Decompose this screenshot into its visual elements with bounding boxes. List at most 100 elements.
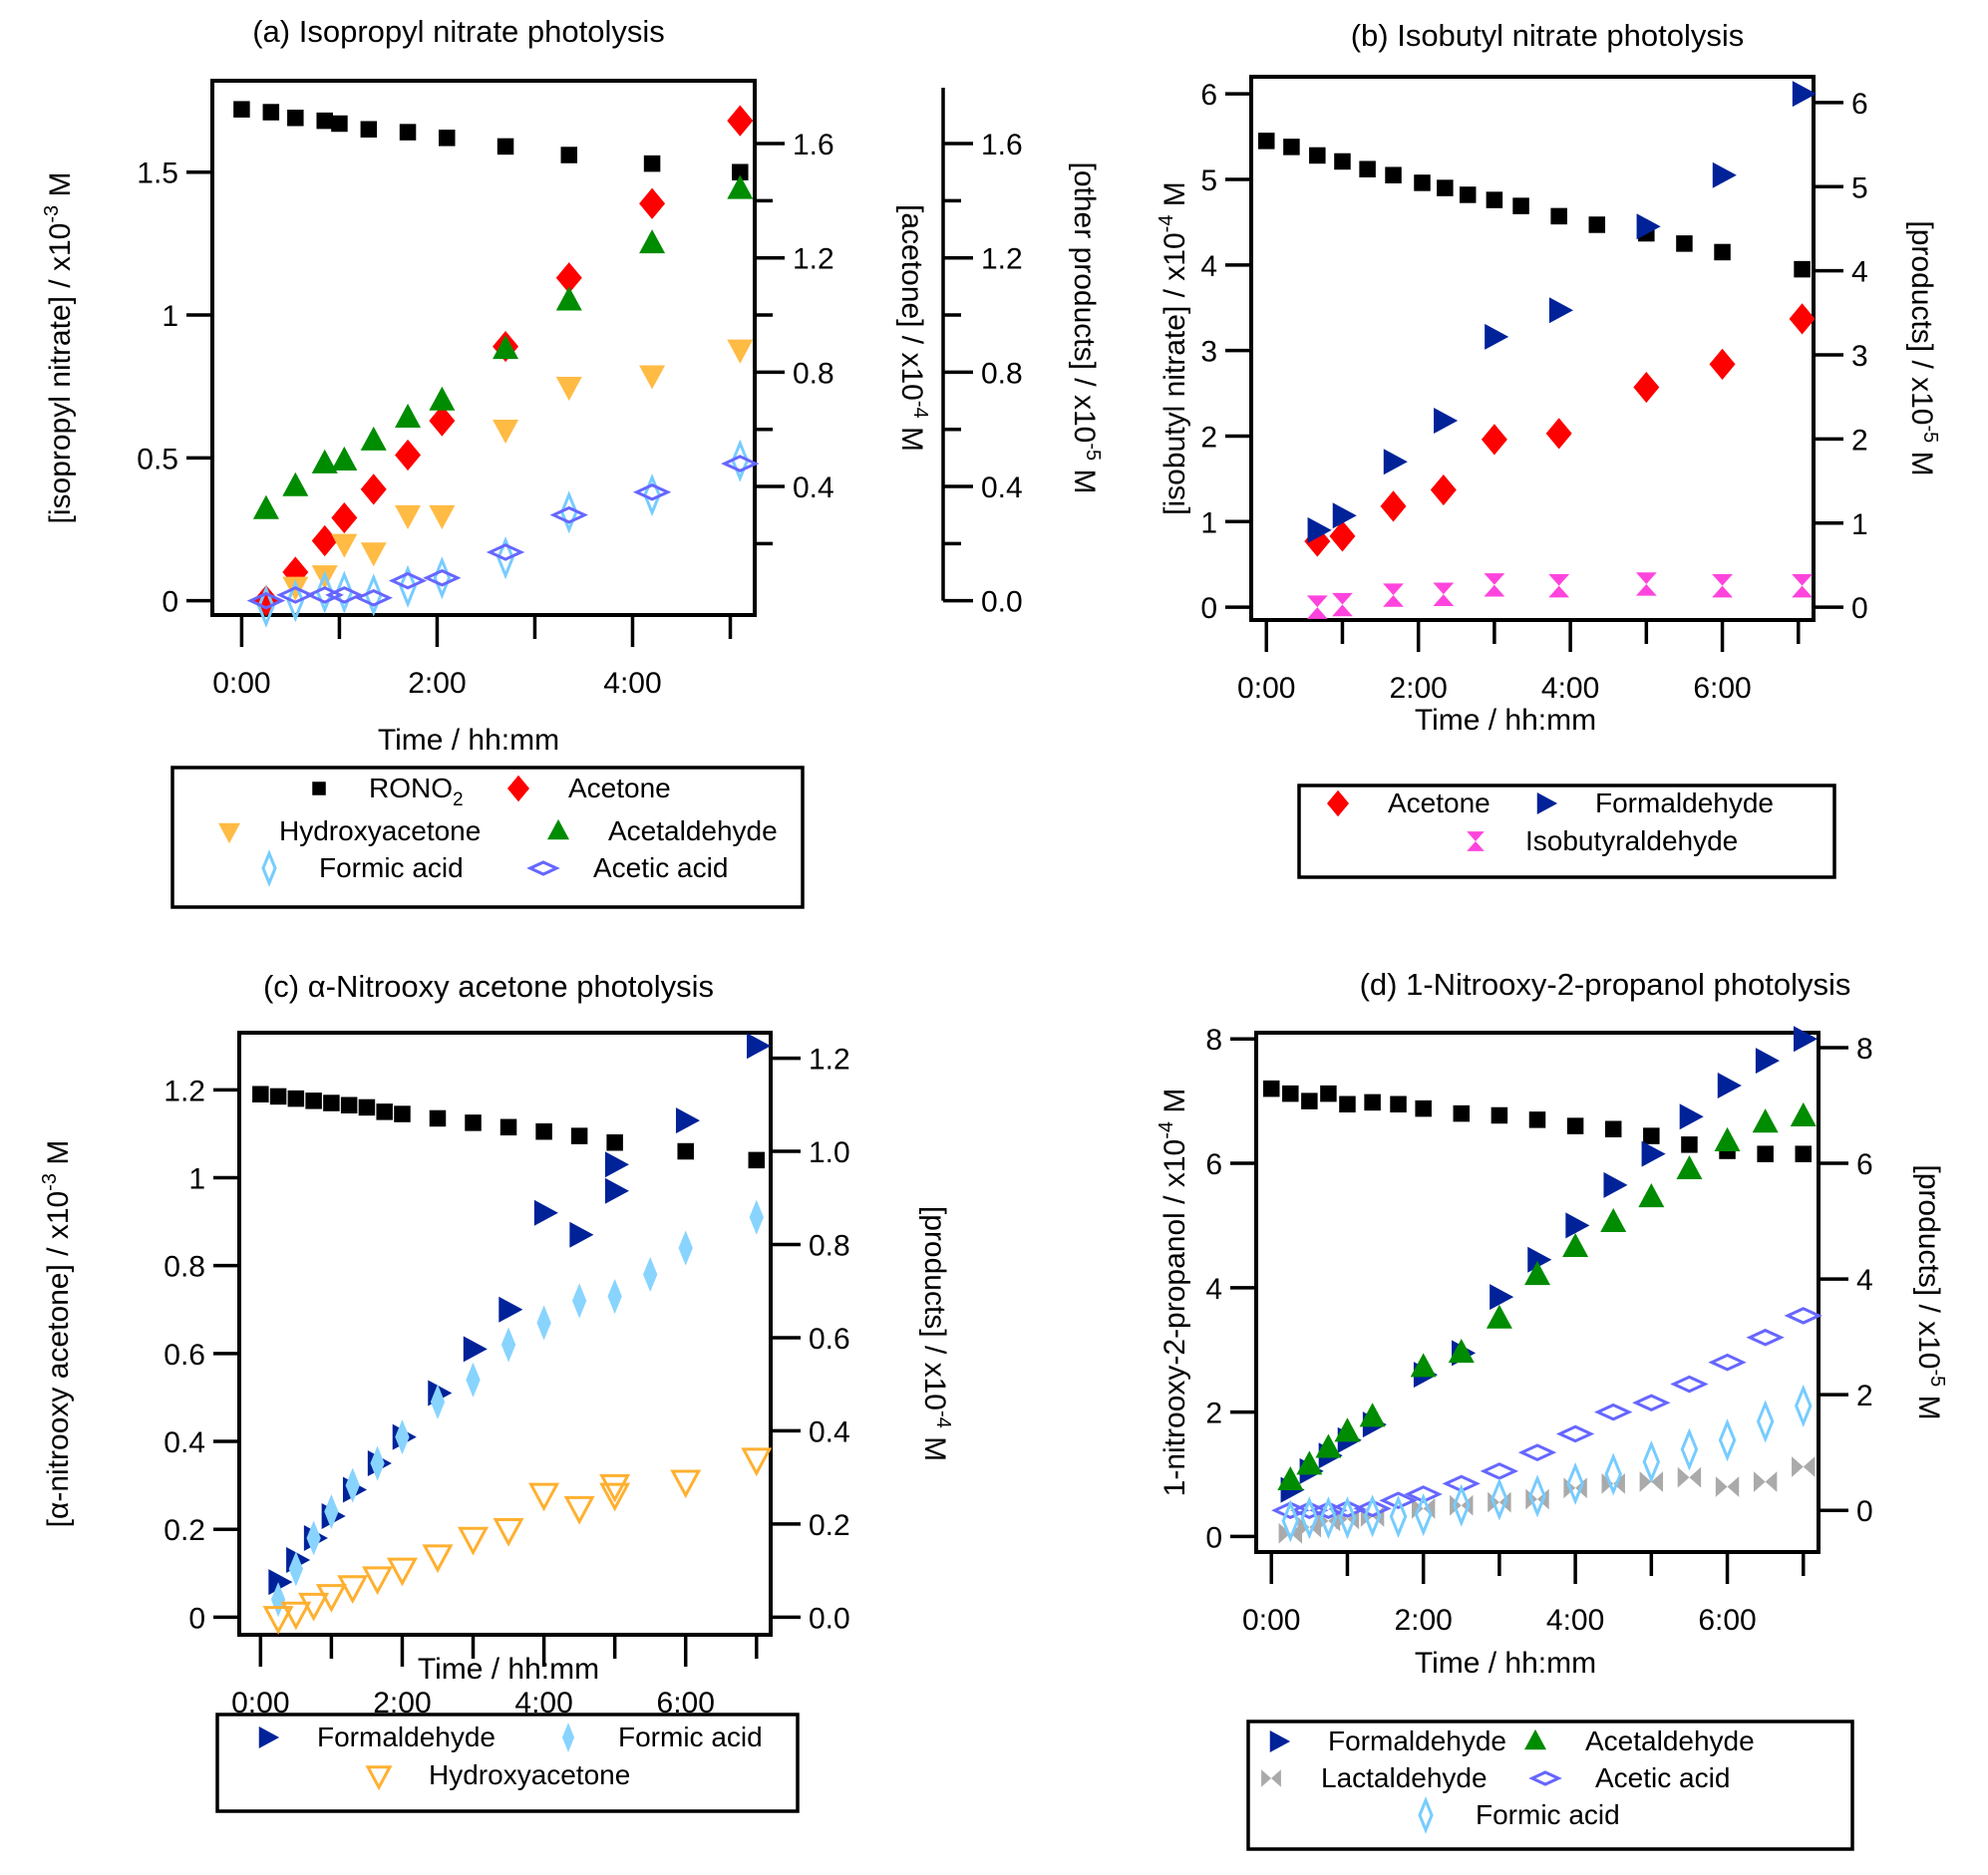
- legend-marker-acetone: [507, 775, 529, 802]
- panel-a-legend-item-rono2: RONO2: [312, 773, 464, 810]
- panel-a-point-rono2: [399, 124, 417, 141]
- panel-d-point-formic-acid: [1281, 1499, 1300, 1543]
- panel-d-point-acetic-acid: [1670, 1375, 1709, 1394]
- panel-b-point-formaldehyde: [1332, 502, 1357, 529]
- panel-b-point-isobutyraldehyde: [1635, 572, 1657, 596]
- legend-label-acetone: Acetone: [568, 773, 671, 803]
- panel-c-legend-item-formic-acid: Formic acid: [561, 1721, 763, 1752]
- panel-d-point-formaldehyde: [1717, 1073, 1742, 1099]
- panel-a-legend-item-acetic-acid: Acetic acid: [526, 852, 728, 883]
- panel-c-right-tick-label: 0.4: [809, 1415, 850, 1448]
- panel-b-y-tick-label: 3: [1200, 336, 1217, 369]
- panel-b-point-rono2: [1459, 186, 1477, 203]
- legend-marker-acetic-acid: [526, 860, 560, 876]
- legend-marker-acetic-acid: [1528, 1770, 1562, 1786]
- panel-a-point-hydroxyacetone: [493, 419, 519, 444]
- panel-a-right-tick-label: 0.8: [793, 357, 834, 390]
- legend-marker-acetaldehyde: [547, 818, 569, 840]
- panel-d-point-acetaldehyde: [1359, 1403, 1386, 1427]
- panel-a-point-formic-acid: [497, 536, 514, 580]
- panel-d-y-tick-label: 4: [1205, 1273, 1222, 1306]
- panel-d-point-rono2: [1415, 1099, 1432, 1117]
- legend-label-formic-acid: Formic acid: [1476, 1799, 1620, 1830]
- panel-a-legend-item-acetaldehyde: Acetaldehyde: [547, 815, 778, 846]
- panel-d-point-acetic-acid: [1784, 1307, 1822, 1325]
- panel-b-y-tick-label: 6: [1200, 79, 1217, 112]
- panel-b-series-formaldehyde: [1307, 81, 1817, 543]
- panel-a-right-ylabel-0-exponent: -4: [909, 401, 931, 419]
- panel-d-point-rono2: [1566, 1117, 1584, 1134]
- panel-c-point-formic-acid: [466, 1362, 481, 1398]
- panel-d-point-acetic-acid: [1353, 1499, 1392, 1518]
- panel-b-point-rono2: [1512, 197, 1529, 214]
- panel-d-point-formic-acid: [1414, 1493, 1433, 1537]
- panel-a-point-acetaldehyde: [311, 449, 338, 473]
- panel-d-right-ylabel-0-unit: M: [1912, 1387, 1945, 1419]
- panel-b-point-acetone: [1789, 303, 1816, 335]
- panel-a-point-hydroxyacetone: [360, 542, 387, 567]
- legend-label-lactaldehyde: Lactaldehyde: [1321, 1762, 1488, 1793]
- panel-c-point-formic-acid: [324, 1494, 339, 1530]
- panel-a-point-rono2: [438, 130, 456, 147]
- panel-c-point-rono2: [748, 1151, 766, 1169]
- panel-d-point-acetic-acid: [1309, 1501, 1348, 1519]
- panel-c-point-rono2: [535, 1122, 552, 1140]
- panel-c-right-ylabel-0-base: [products] / x10: [918, 1206, 951, 1410]
- panel-b-point-formaldehyde: [1636, 213, 1661, 240]
- panel-d-point-acetaldehyde: [1410, 1353, 1437, 1378]
- panel-c-point-rono2: [305, 1093, 322, 1109]
- panel-b-legend-item-isobutyraldehyde: Isobutyraldehyde: [1467, 825, 1738, 856]
- panel-d-point-acetaldehyde: [1448, 1339, 1475, 1364]
- legend-marker-formic-acid: [1418, 1796, 1434, 1834]
- panel-b-point-isobutyraldehyde: [1332, 592, 1353, 617]
- panel-d-point-acetaldehyde: [1562, 1232, 1589, 1258]
- panel-a-point-acetic-acid: [388, 571, 428, 590]
- panel-d-point-formic-acid: [1680, 1427, 1699, 1471]
- panel-c-right-ylabel-0-unit: M: [918, 1428, 951, 1461]
- panel-b-right-tick-label: 2: [1851, 424, 1868, 457]
- panel-a-point-acetic-acid: [721, 455, 760, 472]
- panel-d-right-tick-label: 2: [1856, 1380, 1873, 1412]
- panel-a-right-ylabel-0-base: [acetone] / x10: [895, 204, 928, 401]
- panel-d-point-acetaldehyde: [1524, 1261, 1550, 1286]
- panel-a-point-rono2: [360, 121, 378, 138]
- panel-a-point-acetaldehyde: [429, 386, 456, 411]
- panel-d-point-formaldehyde: [1641, 1140, 1666, 1167]
- panel-a-point-formic-acid: [643, 473, 661, 517]
- panel-d-point-rono2: [1390, 1095, 1407, 1113]
- legend-label-acetaldehyde: Acetaldehyde: [608, 815, 778, 846]
- panel-d-point-rono2: [1320, 1085, 1337, 1102]
- panel-d-point-acetaldehyde: [1600, 1208, 1627, 1233]
- panel-b-plot-frame: [1249, 75, 1816, 622]
- panel-b-right-tick-label: 3: [1851, 340, 1868, 373]
- panel-a-point-formic-acid: [257, 584, 275, 628]
- panel-b-title: (b) Isobutyl nitrate photolysis: [1351, 18, 1745, 53]
- panel-b-y-tick-label: 4: [1200, 250, 1217, 283]
- panel-c-right-ylabel-0-exponent: -4: [932, 1410, 954, 1428]
- panel-b-right-tick-label: 4: [1851, 256, 1868, 289]
- panel-c-legend-box: [215, 1713, 800, 1813]
- panel-b-point-acetone: [1633, 371, 1660, 404]
- panel-d-point-formic-acid: [1718, 1418, 1737, 1462]
- panel-a-point-rono2: [560, 147, 578, 163]
- panel-a-point-rono2: [643, 155, 661, 172]
- panel-c-point-formic-acid: [345, 1467, 360, 1503]
- panel-d-point-acetic-acid: [1480, 1462, 1519, 1480]
- panel-d-ylabel-base: 1-nitrooxy-2-propanol / x10: [1159, 1139, 1191, 1497]
- panel-b-point-isobutyraldehyde: [1484, 573, 1505, 597]
- panel-c-y-tick-label: 1: [188, 1162, 205, 1195]
- panel-d-point-rono2: [1681, 1136, 1698, 1153]
- panel-d-right-tick-label: 0: [1856, 1495, 1873, 1528]
- panel-b-xlabel: Time / hh:mm: [1415, 704, 1596, 737]
- panel-d-right-ylabel-0-base: [products] / x10: [1912, 1164, 1945, 1369]
- legend-marker-hydroxyacetone: [365, 1765, 393, 1791]
- panel-c-point-hydroxyacetone: [315, 1584, 347, 1613]
- panel-a-point-acetic-acid: [325, 586, 364, 604]
- panel-d-series-rono2: [1262, 1080, 1813, 1162]
- panel-a-point-formic-acid: [731, 439, 750, 482]
- panel-c-title: (c) α-Nitrooxy acetone photolysis: [263, 969, 714, 1004]
- panel-b-point-formaldehyde: [1485, 323, 1509, 350]
- panel-a-ylabel-unit: M: [44, 172, 77, 205]
- panel-d-point-acetic-acid: [1517, 1443, 1557, 1461]
- panel-b-right-ylabel-0-base: [products] / x10: [1905, 220, 1938, 425]
